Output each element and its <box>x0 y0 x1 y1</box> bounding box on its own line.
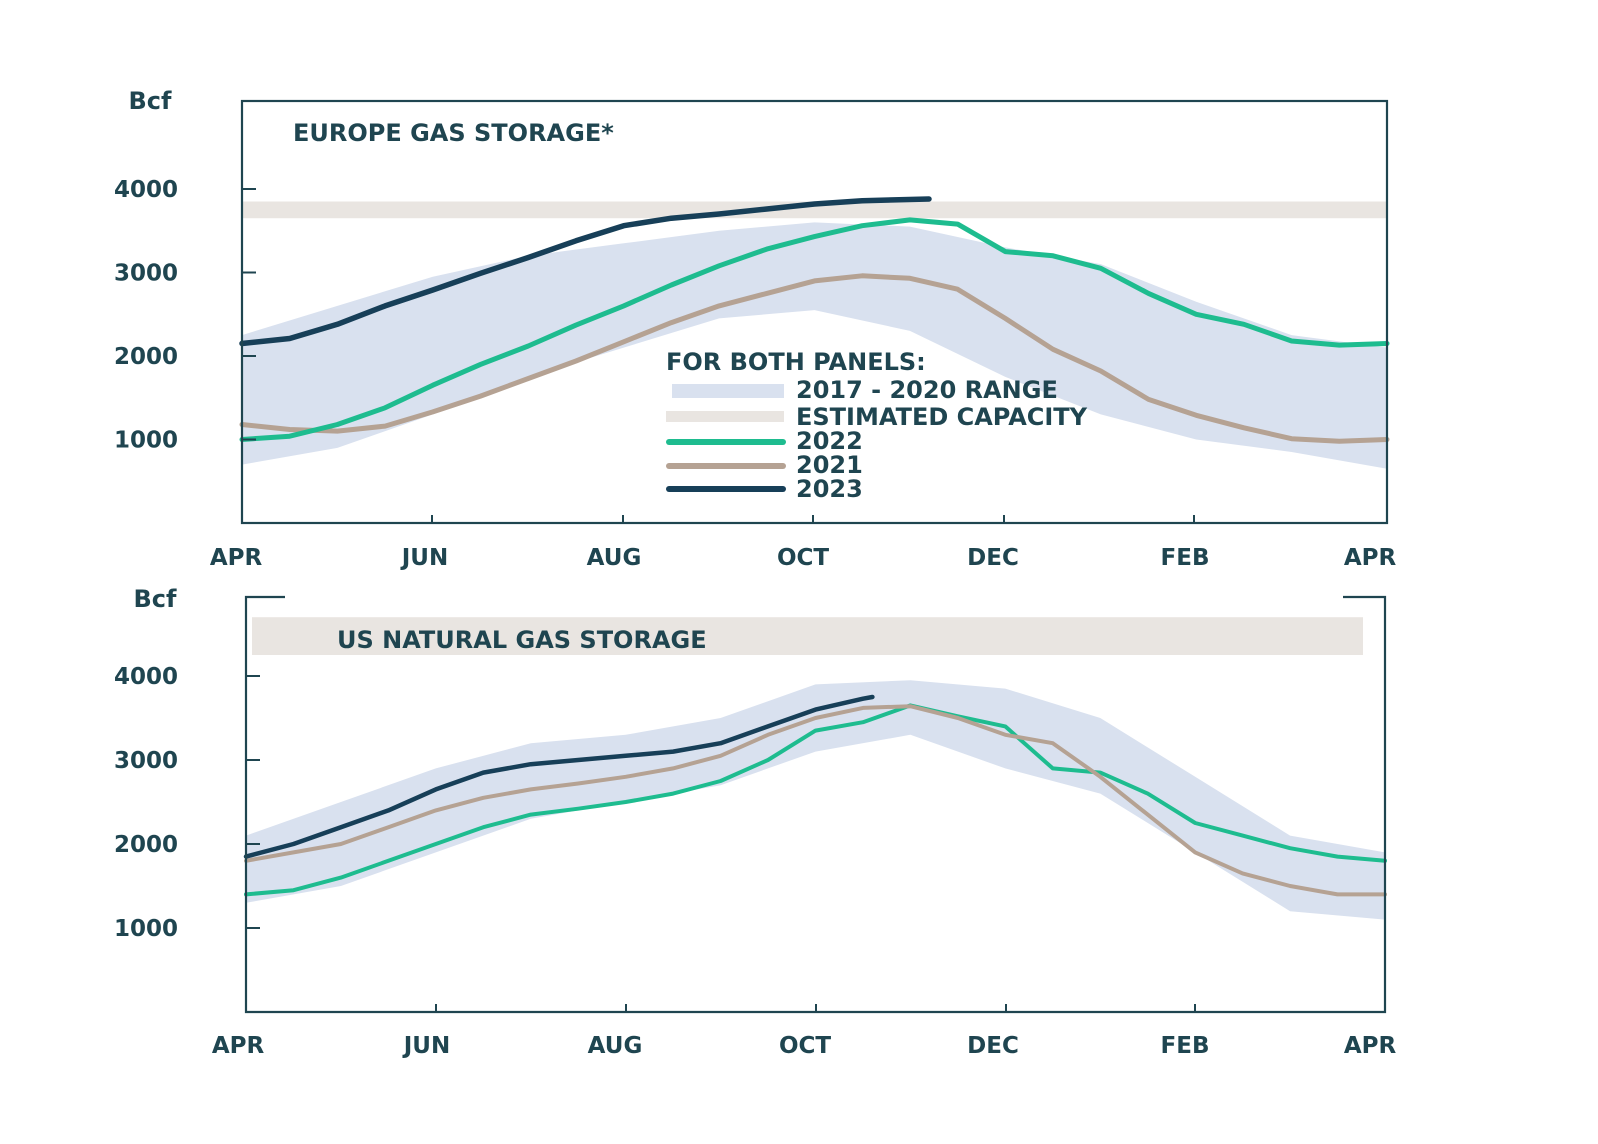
europe-y-tick-label: 2000 <box>114 344 178 370</box>
legend-range-swatch <box>672 384 784 398</box>
us-capacity-band <box>252 617 1363 655</box>
legend: FOR BOTH PANELS: 2017 - 2020 RANGE ESTIM… <box>666 348 1088 503</box>
legend-range-label: 2017 - 2020 RANGE <box>796 376 1058 404</box>
europe-range-band <box>242 222 1387 469</box>
us-y-tick-label: 4000 <box>114 664 178 690</box>
us-panel: 1000 2000 3000 4000 APR JUN AUG OCT DEC FEB APR B… <box>114 585 1396 1059</box>
europe-x-tick-label: OCT <box>777 545 829 571</box>
us-x-tick-label: DEC <box>967 1033 1019 1059</box>
legend-capacity-label: ESTIMATED CAPACITY <box>796 403 1088 431</box>
us-x-tick-label: APR <box>212 1033 265 1059</box>
us-x-tick-label: FEB <box>1161 1033 1210 1059</box>
us-x-tick-label: OCT <box>779 1033 831 1059</box>
us-panel-title: US NATURAL GAS STORAGE <box>337 626 707 654</box>
europe-y-tick-label: 3000 <box>114 261 178 287</box>
us-y-tick-label: 1000 <box>114 916 178 942</box>
europe-capacity-band <box>242 201 1387 219</box>
europe-panel-title: EUROPE GAS STORAGE* <box>293 119 614 147</box>
legend-2021-label: 2021 <box>796 451 863 479</box>
europe-x-tick-label: JUN <box>400 545 448 571</box>
legend-2023-label: 2023 <box>796 475 863 503</box>
us-series-2023 <box>243 694 875 859</box>
europe-panel: 1000 2000 3000 4000 APR JUN AUG OCT DEC FEB APR B… <box>114 87 1396 571</box>
us-range-band <box>246 680 1385 920</box>
us-x-tick-label: APR <box>1344 1033 1397 1059</box>
europe-series-2021 <box>239 273 1390 444</box>
us-series-2021 <box>244 704 1387 897</box>
legend-2022-label: 2022 <box>796 427 863 455</box>
europe-plot-frame <box>240 99 1389 525</box>
us-y-tick-label: 3000 <box>114 748 178 774</box>
europe-x-tick-label: APR <box>210 545 263 571</box>
europe-y-tick-label: 1000 <box>114 428 178 454</box>
us-x-tick-label: AUG <box>588 1033 643 1059</box>
us-x-tick-label: JUN <box>402 1033 450 1059</box>
europe-y-axis-label: Bcf <box>129 87 173 115</box>
us-series-2022 <box>244 703 1387 897</box>
europe-series-2022 <box>239 217 1390 442</box>
europe-x-tick-label: AUG <box>587 545 642 571</box>
us-y-tick-label: 2000 <box>114 832 178 858</box>
us-y-axis-label: Bcf <box>134 585 178 613</box>
europe-series-2023 <box>239 196 932 347</box>
europe-x-tick-label: FEB <box>1161 545 1210 571</box>
europe-y-tick-label: 4000 <box>114 177 178 203</box>
europe-x-tick-label: DEC <box>967 545 1019 571</box>
legend-capacity-swatch <box>666 411 784 422</box>
europe-x-tick-label: APR <box>1344 545 1397 571</box>
legend-heading: FOR BOTH PANELS: <box>666 348 926 376</box>
